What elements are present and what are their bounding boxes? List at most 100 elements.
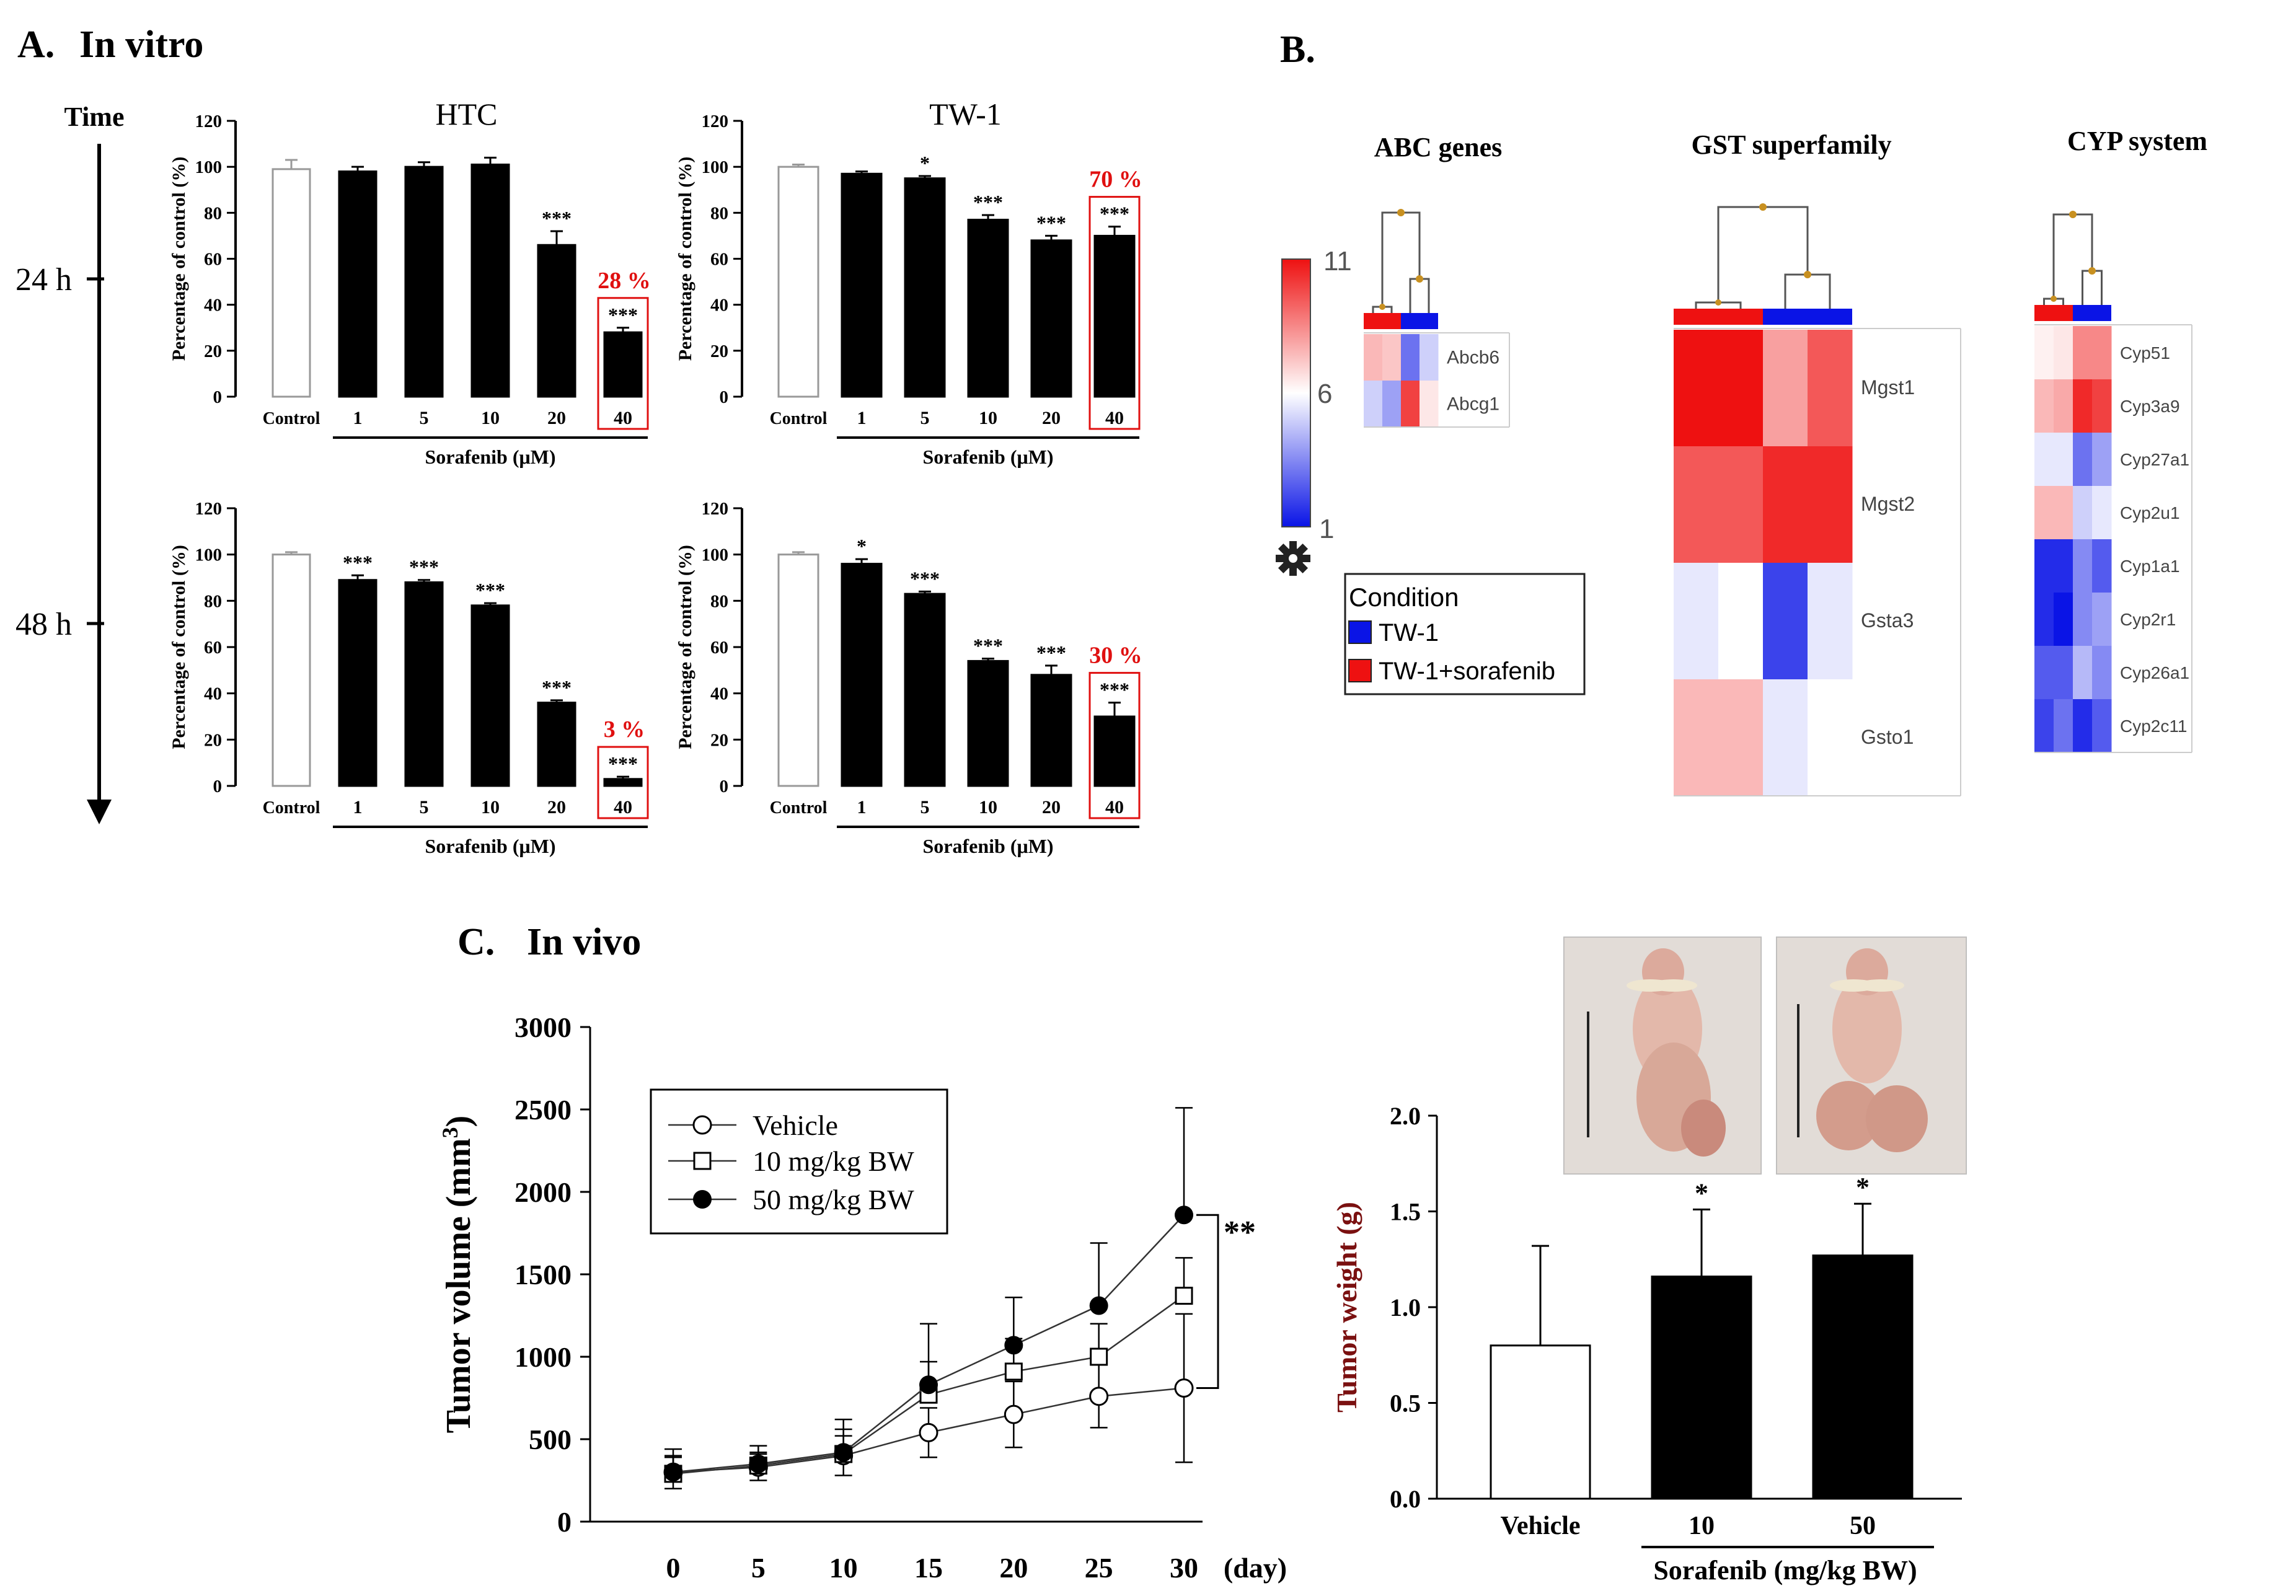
data-point — [1175, 1206, 1193, 1225]
condition-legend-title: Condition — [1349, 583, 1459, 612]
y-tick-label: 20 — [204, 730, 222, 750]
bar — [1030, 674, 1072, 787]
y-tick-label: 20 — [710, 730, 728, 750]
heatmap-row-label: Mgst1 — [1861, 376, 1915, 399]
heatmap-cell — [1718, 679, 1764, 796]
dendrogram-node — [1715, 299, 1721, 306]
bar — [272, 168, 311, 398]
bar — [338, 579, 378, 787]
y-tick-label: 120 — [702, 112, 729, 131]
significance-mark: *** — [1100, 203, 1129, 225]
heatmap-row-label: Cyp2u1 — [2120, 503, 2180, 522]
significance-mark: *** — [973, 635, 1003, 657]
legend-label-tw1-sorafenib: TW-1+sorafenib — [1379, 658, 1555, 685]
y-axis-label-superscript: 3 — [438, 1127, 462, 1138]
heatmap-row-label: Cyp2c11 — [2120, 716, 2187, 736]
heatmap-cell — [2034, 646, 2054, 700]
heatmap-row-label: Gsta3 — [1861, 609, 1914, 632]
heatmap-cell — [2073, 326, 2093, 380]
time-arrow-head — [87, 800, 112, 824]
x-tick-label: 5 — [420, 408, 429, 428]
dendrogram-node — [2069, 211, 2077, 218]
x-tick-label: 30 — [1170, 1552, 1198, 1584]
bar — [338, 170, 378, 398]
x-tick-label: 10 — [979, 408, 997, 428]
y-tick-label: 1.5 — [1390, 1198, 1421, 1226]
data-point — [749, 1454, 768, 1473]
x-tick-label: 10 — [1689, 1512, 1715, 1540]
legend-swatch-tw1-sorafenib — [1348, 659, 1372, 682]
heatmap-gst-superfamily: GST superfamily Mgst1 Mgst2 Gsta3 Gsto1 — [1674, 130, 1961, 796]
heatmap-cell — [2092, 433, 2112, 487]
heatmap-title: CYP system — [2067, 126, 2207, 156]
x-axis-label: Sorafenib (μM) — [923, 835, 1054, 857]
heatmap-cyp-system: CYP system Cyp51 Cyp3a9 Cyp27a1 Cyp2u1 Cyp1a1… — [2034, 126, 2207, 753]
y-tick-label: 100 — [702, 157, 729, 177]
heatmap-cell — [2073, 486, 2093, 540]
y-tick-label: 20 — [204, 342, 222, 361]
gear-icon[interactable] — [1276, 541, 1310, 576]
heatmap-cell — [2073, 646, 2093, 700]
significance-bracket — [1196, 1214, 1219, 1390]
dendrogram-branch — [1409, 278, 1430, 313]
heatmap-cell — [2092, 326, 2112, 380]
dendrogram-root — [2052, 213, 2093, 299]
heatmap-cell — [2054, 379, 2073, 433]
color-scale-bar — [1281, 258, 1311, 527]
dendrogram-node — [1397, 209, 1405, 216]
x-tick-label: 20 — [1042, 408, 1061, 428]
x-tick-label: 25 — [1085, 1552, 1113, 1584]
heatmap-cell — [2092, 379, 2112, 433]
heatmap-cell — [1674, 679, 1719, 796]
heatmap-cell — [2073, 699, 2093, 753]
panel-b-label: B. — [1280, 29, 1315, 71]
dendrogram-node — [1416, 275, 1423, 283]
significance-mark: *** — [542, 676, 572, 699]
condition-bar-cell — [1382, 313, 1401, 329]
significance-mark: *** — [1100, 679, 1129, 701]
y-tick-label: 1.0 — [1390, 1294, 1421, 1321]
y-axis-label: Percentage of control (%) — [675, 157, 695, 361]
highlight-label: 28 % — [598, 268, 651, 294]
x-tick-label: 15 — [914, 1552, 943, 1584]
x-axis-unit: (day) — [1224, 1552, 1287, 1584]
x-tick-label: 50 — [1850, 1512, 1876, 1540]
heatmap-cell — [2034, 379, 2054, 433]
bar — [1812, 1254, 1914, 1500]
y-tick-label: 80 — [204, 203, 222, 223]
heatmap-cell — [1364, 334, 1383, 381]
data-point — [1004, 1362, 1023, 1381]
heatmap-row-label: Cyp2r1 — [2120, 610, 2176, 629]
y-tick-label: 100 — [195, 157, 223, 177]
dendrogram-root — [1717, 206, 1809, 302]
dendrogram-branch — [1784, 273, 1831, 309]
y-tick-label: 40 — [204, 684, 222, 704]
heatmap-cell — [2034, 433, 2054, 487]
y-tick-label: 2000 — [514, 1176, 572, 1208]
dendrogram-node — [2051, 296, 2057, 302]
bar — [841, 563, 883, 787]
x-tick-label: 40 — [1105, 797, 1124, 818]
bar — [603, 331, 643, 398]
heatmap-cell — [2034, 326, 2054, 380]
bar — [967, 218, 1009, 398]
bar — [967, 659, 1009, 787]
condition-bar-cell — [1763, 309, 1808, 325]
bar — [904, 593, 946, 787]
y-axis-label: Tumor volume (mm3) — [438, 1116, 478, 1434]
significance-mark: *** — [1036, 641, 1066, 664]
y-tick-label: 40 — [710, 684, 728, 704]
panel-c-label: C. — [457, 921, 495, 963]
heatmap-cell — [1401, 334, 1420, 381]
data-point — [1004, 1404, 1023, 1424]
significance-mark: *** — [608, 752, 638, 775]
bar — [537, 702, 576, 787]
y-tick-label: 0 — [720, 387, 729, 407]
y-tick-label: 80 — [710, 203, 728, 223]
heatmap-cell — [2092, 486, 2112, 540]
heatmap-row-label: Cyp26a1 — [2120, 663, 2189, 682]
heatmap-cell — [1763, 330, 1808, 447]
chart-title: HTC — [436, 97, 498, 131]
heatmap-cell — [1808, 446, 1853, 563]
